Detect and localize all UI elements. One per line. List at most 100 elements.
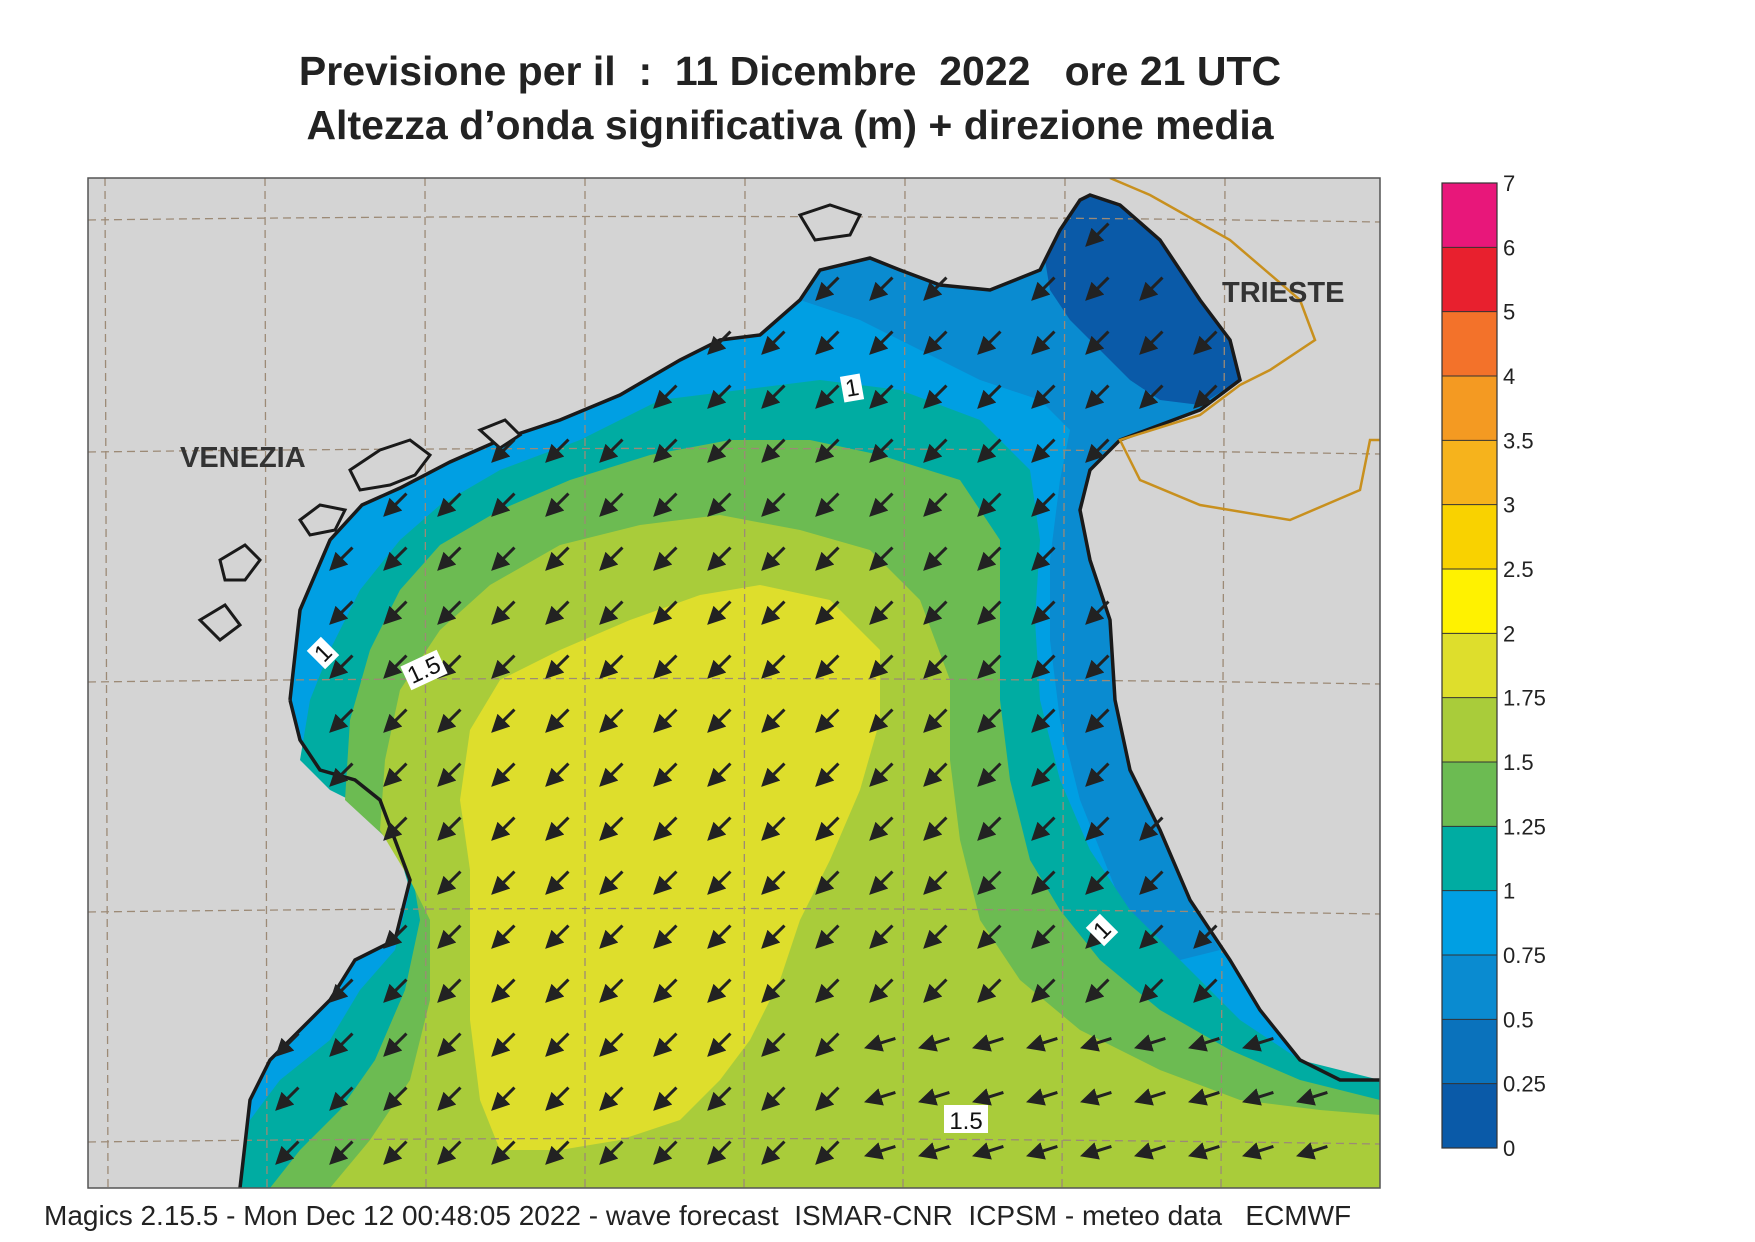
legend-swatch bbox=[1442, 504, 1497, 570]
state-border bbox=[1109, 178, 1380, 522]
direction-arrow bbox=[1080, 1142, 1112, 1160]
direction-arrow bbox=[1085, 276, 1110, 301]
direction-arrow bbox=[1193, 924, 1218, 949]
direction-arrow bbox=[923, 708, 948, 733]
direction-arrow bbox=[545, 654, 570, 679]
direction-arrow bbox=[1296, 1088, 1328, 1106]
direction-arrow bbox=[383, 1086, 408, 1111]
map-title: Previsione per il : 11 Dicembre 2022 ore… bbox=[298, 48, 1282, 94]
direction-arrow bbox=[329, 978, 354, 1003]
direction-arrow bbox=[815, 276, 840, 301]
direction-arrow bbox=[437, 870, 462, 895]
direction-arrow bbox=[1031, 762, 1056, 787]
legend-swatch bbox=[1442, 762, 1497, 827]
direction-arrow bbox=[977, 492, 1002, 517]
direction-arrow bbox=[1085, 762, 1110, 787]
direction-arrow bbox=[972, 1142, 1004, 1160]
direction-arrow bbox=[869, 384, 894, 409]
direction-arrow bbox=[1031, 600, 1056, 625]
direction-arrow bbox=[653, 924, 678, 949]
direction-arrow bbox=[815, 1086, 840, 1111]
direction-arrow bbox=[977, 870, 1002, 895]
wave-band-0.75 bbox=[800, 195, 1240, 960]
direction-arrow bbox=[869, 330, 894, 355]
direction-arrow bbox=[653, 600, 678, 625]
direction-arrow bbox=[329, 762, 354, 787]
direction-arrow bbox=[707, 384, 732, 409]
direction-arrow bbox=[1242, 1142, 1274, 1160]
direction-arrow bbox=[491, 1032, 516, 1057]
direction-arrow bbox=[1031, 924, 1056, 949]
direction-arrow bbox=[599, 600, 624, 625]
direction-arrow bbox=[653, 438, 678, 463]
direction-arrow bbox=[1085, 384, 1110, 409]
direction-arrow bbox=[707, 1032, 732, 1057]
direction-arrow bbox=[1026, 1034, 1058, 1052]
direction-arrow bbox=[1134, 1088, 1166, 1106]
direction-arrow bbox=[1193, 978, 1218, 1003]
direction-arrow bbox=[383, 654, 408, 679]
direction-arrow bbox=[653, 1140, 678, 1165]
direction-arrow bbox=[864, 1142, 896, 1160]
direction-arrow bbox=[1031, 330, 1056, 355]
direction-arrow bbox=[923, 654, 948, 679]
direction-arrow bbox=[1139, 924, 1164, 949]
direction-arrow bbox=[437, 1140, 462, 1165]
legend-tick-label: 1 bbox=[1503, 879, 1515, 904]
direction-arrow bbox=[545, 1032, 570, 1057]
direction-arrow bbox=[707, 330, 732, 355]
direction-arrow bbox=[815, 978, 840, 1003]
direction-arrow bbox=[707, 438, 732, 463]
direction-arrow bbox=[707, 600, 732, 625]
direction-arrow bbox=[707, 654, 732, 679]
direction-arrow bbox=[653, 1032, 678, 1057]
direction-arrow bbox=[707, 924, 732, 949]
direction-arrow bbox=[491, 978, 516, 1003]
direction-arrow bbox=[437, 1032, 462, 1057]
direction-arrow bbox=[491, 924, 516, 949]
direction-arrow bbox=[383, 1032, 408, 1057]
direction-arrow bbox=[761, 546, 786, 571]
direction-arrow bbox=[383, 492, 408, 517]
direction-arrow bbox=[869, 438, 894, 463]
direction-arrow bbox=[1296, 1142, 1328, 1160]
direction-arrow bbox=[869, 978, 894, 1003]
legend-swatch bbox=[1442, 826, 1497, 892]
direction-arrow bbox=[923, 600, 948, 625]
direction-arrow bbox=[918, 1088, 950, 1106]
direction-arrow bbox=[1031, 546, 1056, 571]
map-frame bbox=[87, 177, 1381, 1189]
direction-arrow bbox=[1188, 1088, 1220, 1106]
direction-arrow bbox=[923, 492, 948, 517]
coastline-west bbox=[238, 699, 412, 1188]
direction-arrow bbox=[599, 870, 624, 895]
legend-tick-label: 4 bbox=[1503, 364, 1515, 389]
direction-arrow bbox=[491, 546, 516, 571]
direction-arrow bbox=[275, 1086, 300, 1111]
direction-arrow bbox=[977, 978, 1002, 1003]
direction-arrow bbox=[1031, 438, 1056, 463]
direction-arrow bbox=[1031, 492, 1056, 517]
legend-swatch bbox=[1442, 376, 1497, 441]
map-subtitle: Altezza d’onda significativa (m) + direz… bbox=[306, 102, 1274, 148]
direction-arrow bbox=[329, 1140, 354, 1165]
direction-arrow bbox=[491, 438, 516, 463]
direction-arrow bbox=[383, 1140, 408, 1165]
direction-arrow bbox=[491, 762, 516, 787]
direction-arrow bbox=[707, 546, 732, 571]
direction-arrow bbox=[977, 708, 1002, 733]
city-label-trieste: TRIESTE bbox=[1222, 277, 1344, 309]
direction-arrow bbox=[383, 600, 408, 625]
direction-arrow bbox=[653, 1086, 678, 1111]
direction-arrow bbox=[923, 438, 948, 463]
lagoon-islands bbox=[197, 203, 863, 642]
direction-arrow bbox=[1242, 1088, 1274, 1106]
direction-arrow bbox=[437, 600, 462, 625]
direction-arrow bbox=[653, 978, 678, 1003]
direction-arrow bbox=[1085, 978, 1110, 1003]
direction-arrow bbox=[972, 1034, 1004, 1052]
direction-arrow bbox=[1085, 222, 1110, 247]
direction-arrow bbox=[1085, 708, 1110, 733]
direction-arrow bbox=[491, 492, 516, 517]
direction-arrow bbox=[1242, 1034, 1274, 1052]
